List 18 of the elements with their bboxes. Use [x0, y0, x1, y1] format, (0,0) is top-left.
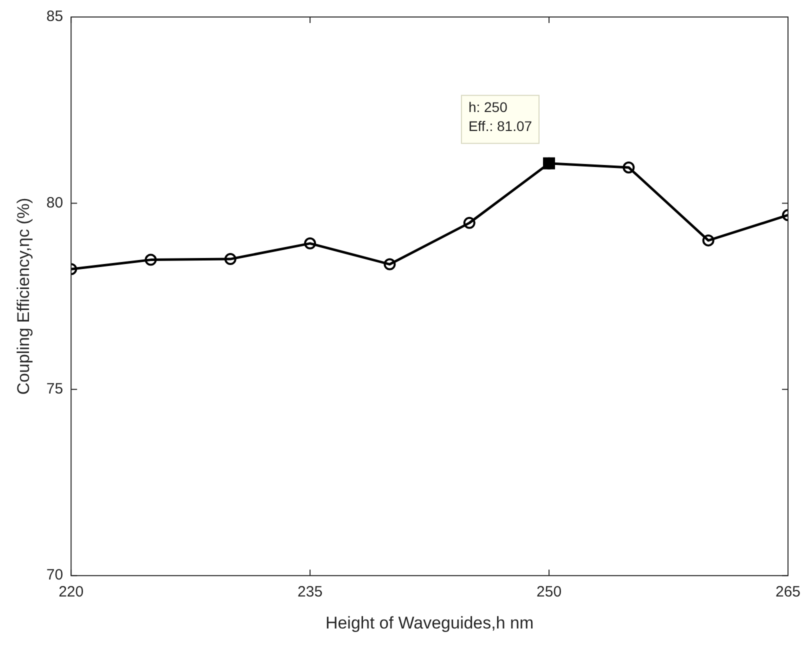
point: [304, 237, 316, 250]
x-tick-label: 220: [58, 584, 84, 601]
annotation: h: 250 Eff.: 81.07: [468, 99, 532, 134]
x-tick-label: 265: [775, 584, 801, 601]
y-tick-label: 85: [46, 8, 64, 26]
point: [144, 254, 157, 266]
point: [224, 253, 236, 266]
y-tick-label: 80: [46, 194, 64, 212]
x-axis-title: Height of Waveguides,h nm: [325, 613, 534, 632]
point: [622, 161, 635, 174]
x-tick-label: 235: [298, 584, 323, 601]
y-axis-title: Coupling Efficiency,ηc (%): [14, 198, 33, 395]
point: [463, 216, 476, 229]
x-tick-label: 250: [536, 584, 562, 601]
y-tick-label: 75: [46, 380, 64, 398]
y-tick-label: 70: [46, 566, 64, 584]
point: [384, 258, 396, 270]
point: [702, 234, 714, 246]
